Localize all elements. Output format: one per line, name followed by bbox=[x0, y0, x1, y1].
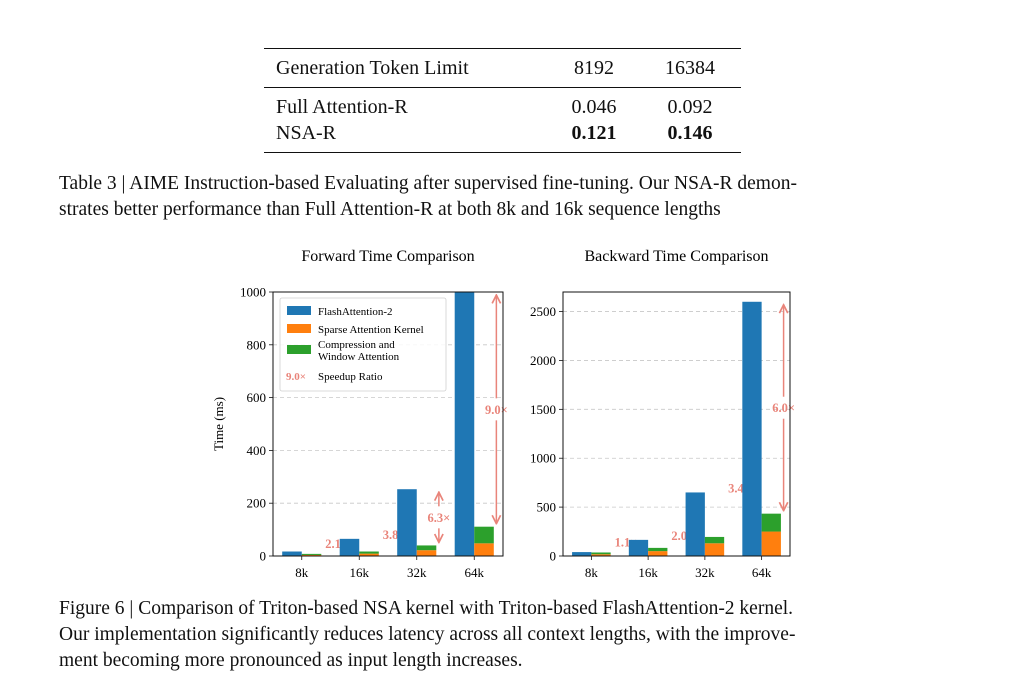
x-tick-label: 8k bbox=[585, 565, 599, 580]
bar-flashattention bbox=[397, 489, 417, 556]
figure-caption: Figure 6 | Comparison of Triton-based NS… bbox=[59, 598, 796, 671]
x-tick-label: 16k bbox=[638, 565, 658, 580]
y-tick-label: 1000 bbox=[530, 451, 556, 466]
legend-label: Window Attention bbox=[318, 351, 400, 363]
table-caption: Table 3 | AIME Instruction-based Evaluat… bbox=[59, 173, 797, 220]
speedup-label: 9.0× bbox=[485, 403, 508, 417]
bar-compression-window bbox=[591, 552, 611, 555]
y-tick-label: 400 bbox=[247, 443, 267, 458]
bar-sparse-attention bbox=[301, 554, 322, 556]
legend-label: Sparse Attention Kernel bbox=[318, 324, 424, 336]
legend-label: FlashAttention-2 bbox=[318, 306, 393, 318]
y-tick-label: 200 bbox=[247, 496, 267, 511]
row-value-16384: 0.146 bbox=[667, 121, 713, 144]
legend-box bbox=[279, 297, 447, 392]
row-value-8192: 0.121 bbox=[571, 121, 617, 144]
speedup-label: 6.3× bbox=[427, 511, 450, 525]
table-top-rule bbox=[264, 48, 741, 49]
forward-time-chart: Forward Time Comparison 0 200 400 600 800 1000… bbox=[211, 248, 508, 580]
y-tick-label: 2000 bbox=[530, 353, 556, 368]
bar-flashattention bbox=[685, 492, 705, 556]
bar-compression-window bbox=[416, 545, 437, 551]
y-tick-label: 2500 bbox=[530, 304, 556, 319]
y-tick-label: 1000 bbox=[240, 285, 266, 300]
table-header-row: Generation Token Limit 8192 16384 bbox=[264, 49, 741, 87]
x-tick-label: 16k bbox=[350, 565, 370, 580]
bar-flashattention bbox=[628, 539, 649, 556]
x-tick-label: 8k bbox=[295, 565, 309, 580]
header-cell-label: Generation Token Limit bbox=[276, 56, 469, 79]
legend-label: Speedup Ratio bbox=[318, 371, 383, 383]
bar-flashattention bbox=[454, 292, 475, 556]
x-tick-label: 64k bbox=[752, 565, 772, 580]
bar-flashattention bbox=[282, 551, 302, 556]
y-tick-label: 600 bbox=[247, 390, 267, 405]
x-tick-label: 32k bbox=[407, 565, 427, 580]
plot-frame bbox=[562, 291, 791, 557]
bar-sparse-attention bbox=[648, 551, 668, 556]
y-tick-label: 1500 bbox=[530, 402, 556, 417]
bar-compression-window bbox=[359, 551, 379, 554]
bar-sparse-attention bbox=[704, 543, 725, 556]
bar-sparse-attention bbox=[591, 554, 611, 556]
y-tick-label: 800 bbox=[247, 337, 267, 352]
bar-flashattention bbox=[339, 538, 360, 556]
bar-flashattention bbox=[572, 552, 592, 556]
bar-compression-window bbox=[301, 553, 322, 555]
y-tick-label: 0 bbox=[550, 549, 557, 564]
legend-label: Compression and bbox=[318, 339, 395, 351]
bar-sparse-attention bbox=[359, 553, 379, 556]
bar-sparse-attention bbox=[761, 531, 781, 556]
bar-compression-window bbox=[704, 536, 725, 544]
y-tick-label: 0 bbox=[260, 549, 267, 564]
bar-compression-window bbox=[648, 547, 668, 552]
plot-frame bbox=[272, 291, 504, 557]
legend-swatch bbox=[287, 345, 311, 354]
chart-title: Backward Time Comparison bbox=[585, 248, 769, 265]
row-label: Full Attention-R bbox=[276, 95, 408, 118]
table-body: Full Attention-R 0.046 0.092 NSA-R 0.121… bbox=[264, 88, 741, 152]
legend-swatch bbox=[287, 306, 311, 315]
header-cell-8192: 8192 bbox=[574, 56, 614, 79]
backward-time-chart: Backward Time Comparison 0 500 1000 1500 2000… bbox=[530, 248, 795, 580]
bar-compression-window bbox=[761, 513, 781, 532]
x-tick-label: 64k bbox=[465, 565, 485, 580]
bar-sparse-attention bbox=[416, 550, 437, 556]
speedup-label: 6.0× bbox=[772, 401, 795, 415]
legend-marker: 9.0× bbox=[286, 371, 306, 383]
header-cell-16384: 16384 bbox=[665, 56, 715, 79]
row-value-8192: 0.046 bbox=[571, 95, 617, 118]
bar-compression-window bbox=[474, 526, 494, 544]
y-tick-label: 500 bbox=[537, 500, 557, 515]
row-value-16384: 0.092 bbox=[667, 95, 713, 118]
chart-title: Forward Time Comparison bbox=[301, 248, 474, 265]
legend-swatch bbox=[287, 324, 311, 333]
table-row: Full Attention-R 0.046 0.092 bbox=[264, 94, 741, 120]
table-bottom-rule bbox=[264, 152, 741, 153]
x-tick-label: 32k bbox=[695, 565, 715, 580]
row-label: NSA-R bbox=[276, 121, 337, 144]
bar-sparse-attention bbox=[474, 543, 494, 556]
results-table: Generation Token Limit 8192 16384 Full A… bbox=[264, 48, 741, 153]
table-mid-rule bbox=[264, 87, 741, 88]
bar-flashattention bbox=[742, 301, 762, 556]
y-axis-label: Time (ms) bbox=[211, 397, 226, 451]
table-row: NSA-R 0.121 0.146 bbox=[264, 120, 741, 146]
